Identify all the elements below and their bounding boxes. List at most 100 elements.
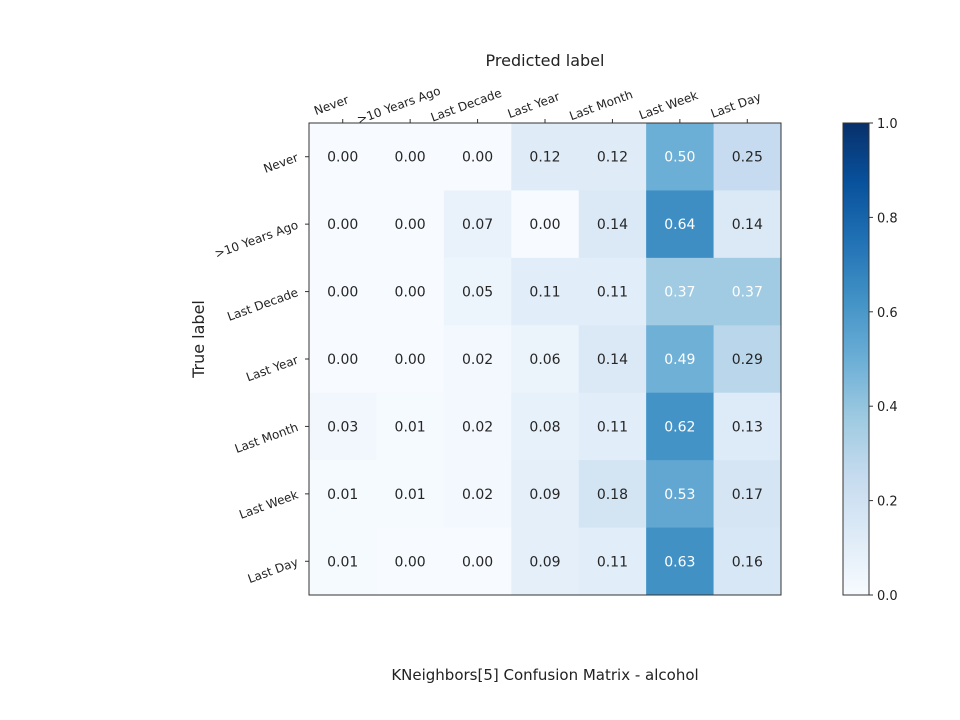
cell-value-label: 0.64	[664, 217, 695, 233]
heatmap-cell	[578, 460, 647, 529]
cell-value-label: 0.07	[462, 217, 493, 233]
cell-value-label: 0.00	[395, 217, 426, 233]
cell-value-label: 0.12	[597, 150, 628, 166]
cell-value-label: 0.09	[529, 487, 560, 503]
cell-value-label: 0.00	[395, 352, 426, 368]
cell-value-label: 0.00	[395, 554, 426, 570]
heatmap-cell	[578, 257, 647, 326]
cell-value-label: 0.05	[462, 285, 493, 301]
heatmap-cell	[511, 123, 580, 191]
cell-value-label: 0.06	[529, 352, 560, 368]
cell-value-label: 0.02	[462, 487, 493, 503]
heatmap-cell	[713, 392, 782, 461]
colorbar-gradient	[842, 122, 870, 596]
heatmap-cell	[309, 190, 377, 259]
heatmap-cell	[376, 325, 445, 394]
y-tick-label: Last Year	[244, 353, 300, 385]
cell-value-label: 0.03	[327, 419, 358, 435]
heatmap-cell	[309, 527, 377, 596]
cell-value-label: 0.08	[529, 419, 560, 435]
cell-value-label: 0.00	[327, 352, 358, 368]
heatmap-cell	[443, 460, 512, 529]
heatmap-cell	[309, 123, 377, 191]
heatmap-cell	[376, 123, 445, 191]
y-axis-ticks: Never >10 Years Ago Last Decade Last Year La…	[213, 150, 309, 586]
heatmap-cell	[376, 190, 445, 259]
heatmap-cell	[646, 460, 715, 529]
cell-value-label: 0.13	[732, 419, 763, 435]
heatmap-cell	[376, 257, 445, 326]
x-tick-label: Last Month	[567, 87, 634, 123]
heatmap-cell	[578, 527, 647, 596]
heatmap-cell	[376, 460, 445, 529]
cell-value-label: 0.02	[462, 419, 493, 435]
heatmap-cell	[443, 257, 512, 326]
y-tick-label: Last Week	[237, 488, 300, 522]
heatmap-cells	[309, 123, 782, 596]
heatmap-cell	[309, 325, 377, 394]
cell-value-label: 0.17	[732, 487, 763, 503]
cell-value-label: 0.01	[395, 419, 426, 435]
x-tick-label: Last Year	[506, 89, 562, 121]
heatmap-cell	[443, 392, 512, 461]
heatmap-cell	[646, 123, 715, 191]
y-tick-label: Last Decade	[225, 285, 300, 324]
cell-value-label: 0.62	[664, 419, 695, 435]
x-tick-label: Last Week	[637, 88, 700, 122]
cell-value-label: 0.29	[732, 352, 763, 368]
cell-value-label: 0.37	[732, 285, 763, 301]
colorbar-tick-label: 0.0	[877, 589, 898, 604]
colorbar-tick-label: 0.2	[877, 495, 898, 510]
cell-value-label: 0.14	[597, 217, 628, 233]
cell-value-label: 0.50	[664, 150, 695, 166]
cell-value-label: 0.14	[597, 352, 628, 368]
cell-value-label: 0.01	[327, 554, 358, 570]
heatmap-cell	[713, 123, 782, 191]
y-tick-label: Last Month	[233, 420, 300, 456]
cell-value-label: 0.00	[462, 554, 493, 570]
colorbar-tick-label: 0.8	[877, 211, 898, 226]
heatmap-cell	[443, 190, 512, 259]
colorbar: 0.0 0.2 0.4 0.6 0.8 1.0	[842, 117, 898, 604]
cell-value-label: 0.11	[597, 419, 628, 435]
y-tick-label: Last Day	[246, 555, 300, 586]
y-tick-label: Never	[262, 150, 300, 175]
heatmap-cell	[646, 257, 715, 326]
heatmap-cell	[309, 460, 377, 529]
heatmap-value-labels: 0.00 0.00 0.00 0.12 0.12 0.50 0.25 0.00 0.00 0.07…	[327, 150, 763, 571]
chart-caption: KNeighbors[5] Confusion Matrix - alcohol	[391, 666, 698, 684]
cell-value-label: 0.00	[529, 217, 560, 233]
x-tick-label: Last Day	[709, 90, 763, 121]
heatmap-cell	[578, 325, 647, 394]
heatmap-cell	[511, 460, 580, 529]
heatmap-cell	[713, 257, 782, 326]
heatmap-cell	[443, 527, 512, 596]
cell-value-label: 0.09	[529, 554, 560, 570]
heatmap-cell	[713, 325, 782, 394]
heatmap-cell	[511, 190, 580, 259]
cell-value-label: 0.00	[462, 150, 493, 166]
heatmap-cell	[578, 392, 647, 461]
cell-value-label: 0.53	[664, 487, 695, 503]
y-axis-title: True label	[189, 300, 208, 379]
cell-value-label: 0.01	[327, 487, 358, 503]
heatmap-cell	[309, 392, 377, 461]
heatmap-cell	[646, 392, 715, 461]
cell-value-label: 0.16	[732, 554, 763, 570]
cell-value-label: 0.00	[327, 217, 358, 233]
heatmap-cell	[646, 325, 715, 394]
cell-value-label: 0.01	[395, 487, 426, 503]
heatmap-cell	[511, 527, 580, 596]
colorbar-tick-label: 1.0	[877, 117, 898, 132]
cell-value-label: 0.25	[732, 150, 763, 166]
heatmap-cell	[443, 123, 512, 191]
heatmap-cell	[646, 527, 715, 596]
heatmap-cell	[713, 527, 782, 596]
heatmap-cell	[578, 123, 647, 191]
cell-value-label: 0.11	[597, 554, 628, 570]
heatmap-cell	[578, 190, 647, 259]
colorbar-tick-label: 0.6	[877, 306, 898, 321]
cell-value-label: 0.00	[327, 150, 358, 166]
